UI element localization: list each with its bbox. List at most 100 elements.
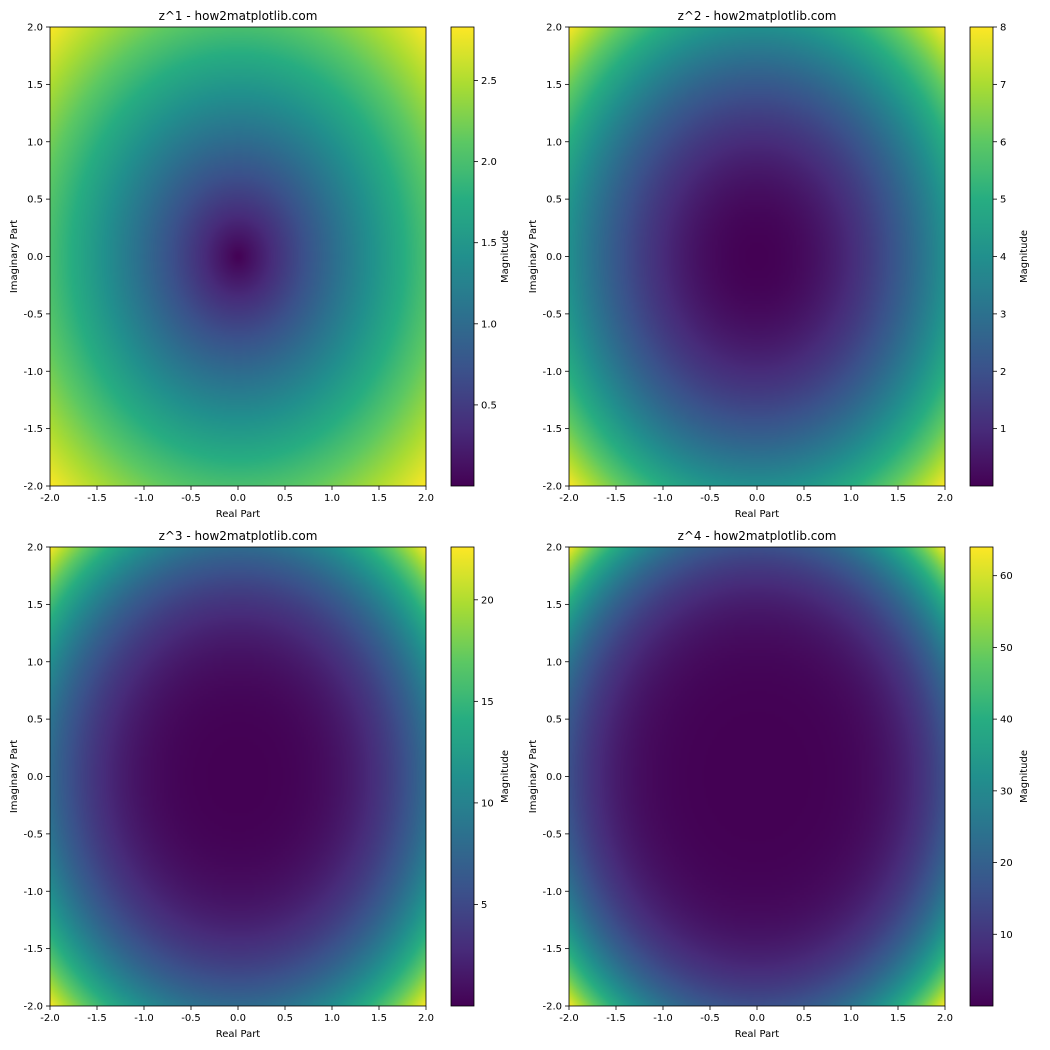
colorbar-label: Magnitude [500,230,511,283]
colorbar-tick-label: 6 [1000,137,1006,148]
x-tick-label: 1.5 [371,1013,387,1024]
panel-3: z^3 - how2matplotlib.com -2.0 -1.5 -1.0 -0.5… [9,529,511,1040]
chart-title: z^3 - how2matplotlib.com [159,529,318,543]
x-tick-label: 0.0 [230,493,246,504]
colorbar-label: Magnitude [1019,750,1030,803]
y-tick-label: -2.0 [23,1002,43,1013]
colorbar-tick-label: 2 [1000,367,1006,378]
x-tick-label: 1.0 [843,493,859,504]
x-axis-label: Real Part [735,1029,780,1040]
colorbar [450,546,475,1007]
x-tick-label: 1.0 [843,1013,859,1024]
x-tick-label: 0.5 [796,1013,812,1024]
y-tick-label: 0.5 [27,195,43,206]
y-tick-label: -0.5 [542,829,562,840]
x-tick-label: -1.5 [87,493,107,504]
y-tick-label: -2.0 [23,482,43,493]
y-tick-label: 0.5 [546,715,562,726]
y-tick-label: -2.0 [542,1002,562,1013]
x-tick-label: -1.5 [606,1013,626,1024]
x-tick-label: -1.0 [653,1013,673,1024]
colorbar-tick-label: 0.5 [481,400,497,411]
x-tick-label: 2.0 [418,1013,434,1024]
heatmap-image [50,547,426,1006]
y-tick-label: -1.5 [23,424,43,435]
colorbar [450,26,475,487]
chart-title: z^2 - how2matplotlib.com [678,9,837,23]
colorbar-tick-label: 5 [481,900,487,911]
x-tick-label: 0.0 [749,493,765,504]
y-tick-label: 2.0 [27,543,43,554]
chart-title: z^4 - how2matplotlib.com [678,529,837,543]
x-tick-label: 1.5 [890,493,906,504]
y-tick-label: 0.0 [546,772,562,783]
colorbar-tick-label: 2.5 [481,76,497,87]
y-tick-label: 1.5 [546,80,562,91]
x-tick-label: 1.5 [371,493,387,504]
y-tick-label: 0.5 [27,715,43,726]
x-tick-label: -2.0 [559,493,579,504]
y-tick-label: 1.0 [27,137,43,148]
colorbar-tick-label: 2.0 [481,157,497,168]
y-tick-label: 1.5 [546,600,562,611]
y-tick-label: -1.0 [23,887,43,898]
y-tick-label: 1.0 [27,657,43,668]
colorbar-tick-label: 7 [1000,80,1006,91]
y-axis-label: Imaginary Part [528,740,539,813]
colorbar-label: Magnitude [500,750,511,803]
heatmap-image [569,547,945,1006]
x-tick-label: 0.0 [749,1013,765,1024]
y-tick-label: -1.0 [542,887,562,898]
panel-4: z^4 - how2matplotlib.com -2.0 -1.5 -1.0 -0.5… [528,529,1030,1040]
colorbar-tick-label: 60 [1000,571,1013,582]
y-tick-label: 2.0 [27,23,43,34]
y-tick-label: 0.0 [546,252,562,263]
colorbar-tick-label: 20 [1000,858,1013,869]
colorbar [969,26,994,487]
y-tick-label: -0.5 [23,829,43,840]
heatmap-image [569,27,945,486]
chart-title: z^1 - how2matplotlib.com [159,9,318,23]
y-tick-label: 0.0 [27,772,43,783]
colorbar-tick-label: 1.5 [481,238,497,249]
x-tick-label: -0.5 [181,1013,201,1024]
colorbar-tick-label: 5 [1000,195,1006,206]
x-tick-label: -1.5 [87,1013,107,1024]
y-tick-label: -2.0 [542,482,562,493]
colorbar-tick-label: 4 [1000,252,1006,263]
x-tick-label: -1.0 [653,493,673,504]
x-tick-label: -1.5 [606,493,626,504]
x-tick-label: -1.0 [134,1013,154,1024]
colorbar-tick-label: 40 [1000,715,1013,726]
y-tick-label: -1.0 [542,367,562,378]
x-axis-label: Real Part [216,1029,261,1040]
x-tick-label: -0.5 [181,493,201,504]
x-tick-label: 0.5 [796,493,812,504]
x-tick-label: 1.0 [324,1013,340,1024]
y-axis-label: Imaginary Part [9,740,20,813]
colorbar-tick-label: 1.0 [481,319,497,330]
y-tick-label: 1.0 [546,657,562,668]
colorbar-tick-label: 30 [1000,786,1013,797]
y-tick-label: -1.5 [23,944,43,955]
x-axis-label: Real Part [735,509,780,520]
y-tick-label: 0.0 [27,252,43,263]
y-tick-label: 1.0 [546,137,562,148]
x-tick-label: 2.0 [418,493,434,504]
colorbar-tick-label: 10 [1000,930,1013,941]
x-tick-label: -2.0 [559,1013,579,1024]
colorbar-tick-label: 20 [481,595,494,606]
y-tick-label: 0.5 [546,195,562,206]
y-tick-label: -1.0 [23,367,43,378]
y-axis-label: Imaginary Part [9,220,20,293]
heatmap-image [50,27,426,486]
colorbar-label: Magnitude [1019,230,1030,283]
y-tick-label: 2.0 [546,23,562,34]
y-tick-label: -1.5 [542,424,562,435]
y-tick-label: -1.5 [542,944,562,955]
x-tick-label: 0.5 [277,493,293,504]
x-tick-label: 1.5 [890,1013,906,1024]
panel-1: z^1 - how2matplotlib.com -2.0 -1.5 -1.0 -0.5… [9,9,511,520]
x-tick-label: -2.0 [40,1013,60,1024]
